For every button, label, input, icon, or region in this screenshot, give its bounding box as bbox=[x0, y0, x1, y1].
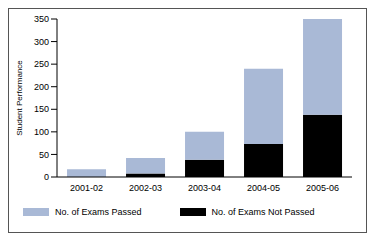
svg-text:200: 200 bbox=[34, 82, 49, 92]
svg-text:50: 50 bbox=[39, 150, 49, 160]
svg-text:150: 150 bbox=[34, 104, 49, 114]
svg-text:2004-05: 2004-05 bbox=[247, 183, 280, 193]
svg-text:Student Performance: Student Performance bbox=[15, 60, 24, 136]
svg-text:100: 100 bbox=[34, 127, 49, 137]
svg-text:2002-03: 2002-03 bbox=[129, 183, 162, 193]
svg-text:2005-06: 2005-06 bbox=[306, 183, 339, 193]
svg-text:300: 300 bbox=[34, 37, 49, 47]
svg-text:2003-04: 2003-04 bbox=[188, 183, 221, 193]
svg-text:350: 350 bbox=[34, 14, 49, 24]
svg-text:250: 250 bbox=[34, 59, 49, 69]
svg-text:2001-02: 2001-02 bbox=[70, 183, 103, 193]
svg-text:0: 0 bbox=[44, 172, 49, 182]
html-text:No. of Exams Not Passed: No. of Exams Not Passed bbox=[211, 207, 315, 217]
html-text:No. of Exams Passed: No. of Exams Passed bbox=[55, 207, 142, 217]
